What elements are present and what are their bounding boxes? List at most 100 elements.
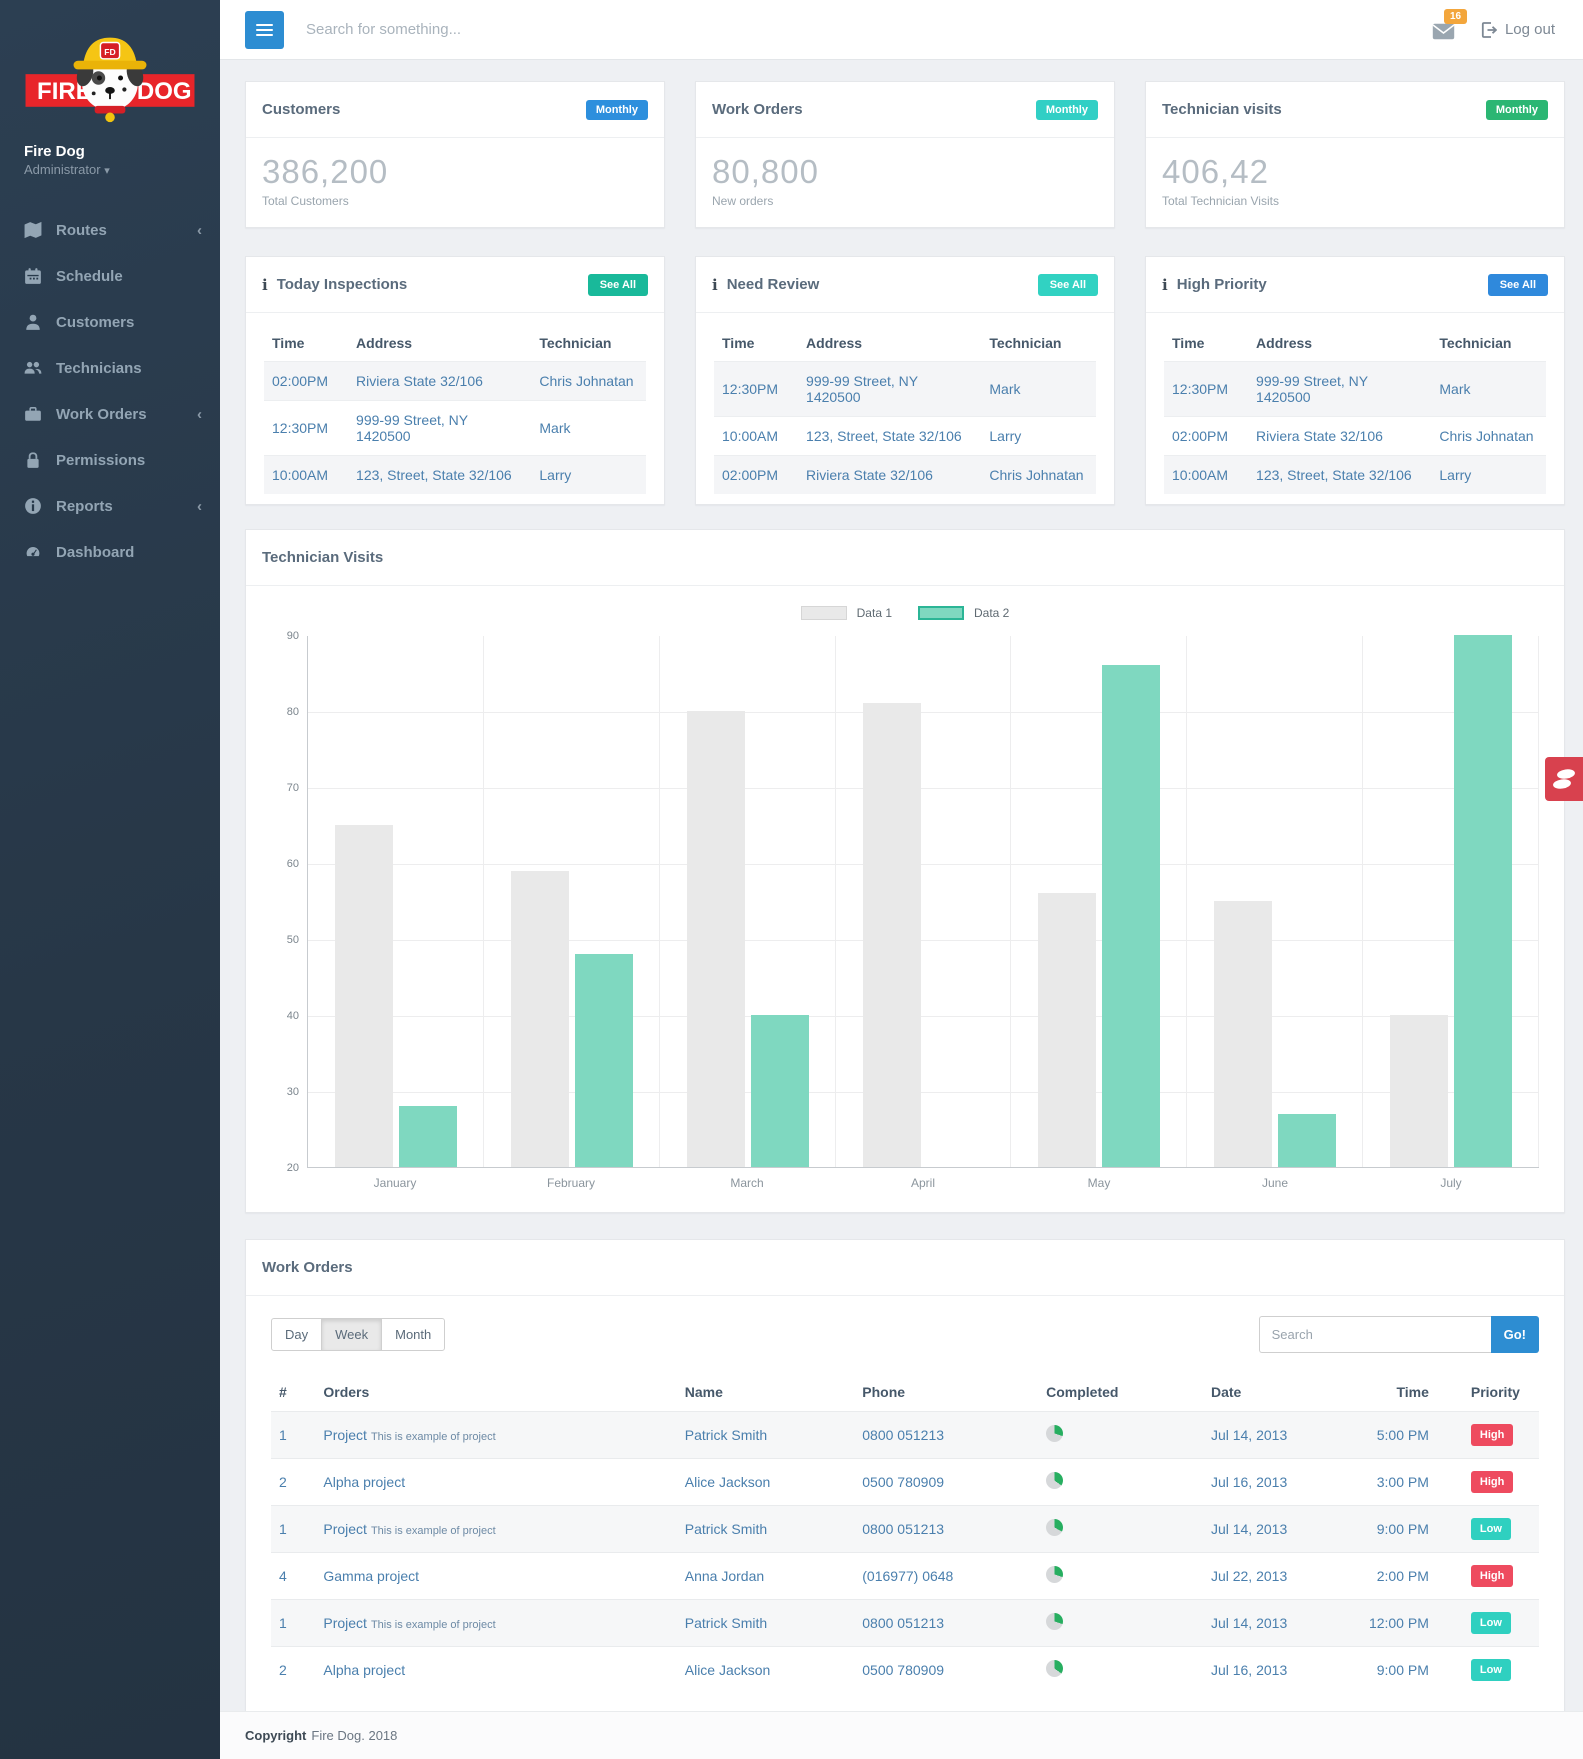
- table-link[interactable]: 12:30PM: [722, 381, 779, 397]
- table-row: 12:30PM 999-99 Street, NY 1420500 Mark: [714, 361, 1096, 417]
- table-link[interactable]: Riviera State 32/106: [356, 373, 483, 389]
- table-link[interactable]: 999-99 Street, NY 1420500: [806, 373, 918, 405]
- table-link[interactable]: 02:00PM: [272, 373, 329, 389]
- order-note: This is example of project: [370, 1431, 496, 1443]
- feedback-side-tab[interactable]: [1545, 757, 1583, 801]
- stat-caption: Total Technician Visits: [1162, 194, 1279, 208]
- table-link[interactable]: 12:30PM: [1172, 381, 1229, 397]
- customer-name-link[interactable]: Anna Jordan: [684, 1568, 765, 1584]
- mini-card-title: Today Inspections: [276, 276, 408, 293]
- table-link[interactable]: Chris Johnatan: [989, 467, 1084, 483]
- table-link[interactable]: 123, Street, State 32/106: [1256, 467, 1412, 483]
- time-link[interactable]: 2:00 PM: [1376, 1568, 1429, 1584]
- date-link[interactable]: Jul 16, 2013: [1210, 1474, 1288, 1490]
- sidebar-item-technicians[interactable]: Technicians: [0, 345, 220, 391]
- sidebar-item-label: Schedule: [56, 267, 123, 285]
- phone-link[interactable]: 0800 051213: [862, 1615, 945, 1631]
- customer-name-link[interactable]: Patrick Smith: [684, 1427, 768, 1443]
- time-link[interactable]: 12:00 PM: [1368, 1615, 1429, 1631]
- brand-role-dropdown[interactable]: Administrator ▾: [24, 162, 110, 177]
- order-name-link[interactable]: Project: [323, 1521, 367, 1537]
- table-link[interactable]: Mark: [989, 381, 1021, 397]
- table-link[interactable]: 123, Street, State 32/106: [356, 467, 512, 483]
- order-number-link[interactable]: 1: [279, 1615, 287, 1631]
- need-review-table: Time Address Technician 12:30PM 999-99 St…: [714, 325, 1096, 494]
- see-all-button[interactable]: See All: [1487, 273, 1548, 296]
- date-link[interactable]: Jul 14, 2013: [1210, 1615, 1288, 1631]
- x-tick-label: June: [1261, 1176, 1289, 1190]
- table-link[interactable]: 12:30PM: [272, 420, 329, 436]
- phone-link[interactable]: 0800 051213: [862, 1427, 945, 1443]
- search-input[interactable]: [306, 21, 736, 38]
- bar-group-april: [836, 636, 1012, 1167]
- table-link[interactable]: 999-99 Street, NY 1420500: [1256, 373, 1368, 405]
- work-orders-search-input[interactable]: [1258, 1316, 1491, 1353]
- sidebar-item-schedule[interactable]: Schedule: [0, 253, 220, 299]
- time-link[interactable]: 9:00 PM: [1376, 1521, 1429, 1537]
- date-link[interactable]: Jul 16, 2013: [1210, 1662, 1288, 1678]
- order-number-link[interactable]: 4: [279, 1568, 287, 1584]
- order-number-link[interactable]: 1: [279, 1427, 287, 1443]
- customer-name-link[interactable]: Patrick Smith: [684, 1615, 768, 1631]
- menu-toggle-button[interactable]: [245, 10, 284, 49]
- table-link[interactable]: 123, Street, State 32/106: [806, 428, 962, 444]
- table-link[interactable]: Larry: [1439, 467, 1472, 483]
- sidebar-item-dashboard[interactable]: Dashboard: [0, 529, 220, 575]
- sidebar-item-routes[interactable]: Routes ‹: [0, 207, 220, 253]
- monthly-badge: Monthly: [1485, 99, 1548, 120]
- table-link[interactable]: 02:00PM: [722, 467, 779, 483]
- filter-week-button[interactable]: Week: [321, 1318, 383, 1351]
- order-name-link[interactable]: Alpha project: [323, 1474, 406, 1490]
- phone-link[interactable]: (016977) 0648: [862, 1568, 954, 1584]
- time-link[interactable]: 5:00 PM: [1376, 1427, 1429, 1443]
- bar: [1278, 1113, 1337, 1167]
- phone-link[interactable]: 0500 780909: [862, 1474, 945, 1490]
- table-link[interactable]: 10:00AM: [272, 467, 329, 483]
- table-link[interactable]: Larry: [989, 428, 1022, 444]
- see-all-button[interactable]: See All: [587, 273, 648, 296]
- table-link[interactable]: Riviera State 32/106: [806, 467, 933, 483]
- mail-button[interactable]: 16: [1432, 8, 1468, 45]
- customer-name-link[interactable]: Alice Jackson: [684, 1662, 771, 1678]
- table-link[interactable]: Mark: [1439, 381, 1471, 397]
- order-name-link[interactable]: Project: [323, 1427, 367, 1443]
- order-name-link[interactable]: Project: [323, 1615, 367, 1631]
- date-link[interactable]: Jul 14, 2013: [1210, 1521, 1288, 1537]
- customer-name-link[interactable]: Patrick Smith: [684, 1521, 768, 1537]
- customer-name-link[interactable]: Alice Jackson: [684, 1474, 771, 1490]
- sidebar-item-work-orders[interactable]: Work Orders ‹: [0, 391, 220, 437]
- order-name-link[interactable]: Gamma project: [323, 1568, 420, 1584]
- topbar: 16 Log out: [220, 0, 1583, 60]
- date-link[interactable]: Jul 22, 2013: [1210, 1568, 1288, 1584]
- order-number-link[interactable]: 2: [279, 1662, 287, 1678]
- date-link[interactable]: Jul 14, 2013: [1210, 1427, 1288, 1443]
- table-link[interactable]: Chris Johnatan: [539, 373, 634, 389]
- logout-button[interactable]: Log out: [1481, 21, 1555, 38]
- phone-link[interactable]: 0800 051213: [862, 1521, 945, 1537]
- order-number-link[interactable]: 1: [279, 1521, 287, 1537]
- bar: [574, 954, 633, 1167]
- see-all-button[interactable]: See All: [1037, 273, 1098, 296]
- table-link[interactable]: 10:00AM: [722, 428, 779, 444]
- period-filter-group: Day Week Month: [271, 1318, 446, 1351]
- table-link[interactable]: Riviera State 32/106: [1256, 428, 1383, 444]
- filter-day-button[interactable]: Day: [271, 1318, 323, 1351]
- time-link[interactable]: 3:00 PM: [1376, 1474, 1429, 1490]
- x-tick-label: February: [546, 1176, 596, 1190]
- order-name-link[interactable]: Alpha project: [323, 1662, 406, 1678]
- table-link[interactable]: Mark: [539, 420, 571, 436]
- filter-month-button[interactable]: Month: [381, 1318, 446, 1351]
- order-number-link[interactable]: 2: [279, 1474, 287, 1490]
- sidebar-item-reports[interactable]: Reports ‹: [0, 483, 220, 529]
- phone-link[interactable]: 0500 780909: [862, 1662, 945, 1678]
- table-link[interactable]: 10:00AM: [1172, 467, 1229, 483]
- table-link[interactable]: 999-99 Street, NY 1420500: [356, 412, 468, 444]
- sidebar-item-permissions[interactable]: Permissions: [0, 437, 220, 483]
- table-link[interactable]: 02:00PM: [1172, 428, 1229, 444]
- table-link[interactable]: Chris Johnatan: [1439, 428, 1534, 444]
- time-link[interactable]: 9:00 PM: [1376, 1662, 1429, 1678]
- sidebar-item-customers[interactable]: Customers: [0, 299, 220, 345]
- table-link[interactable]: Larry: [539, 467, 572, 483]
- search-go-button[interactable]: Go!: [1490, 1316, 1539, 1353]
